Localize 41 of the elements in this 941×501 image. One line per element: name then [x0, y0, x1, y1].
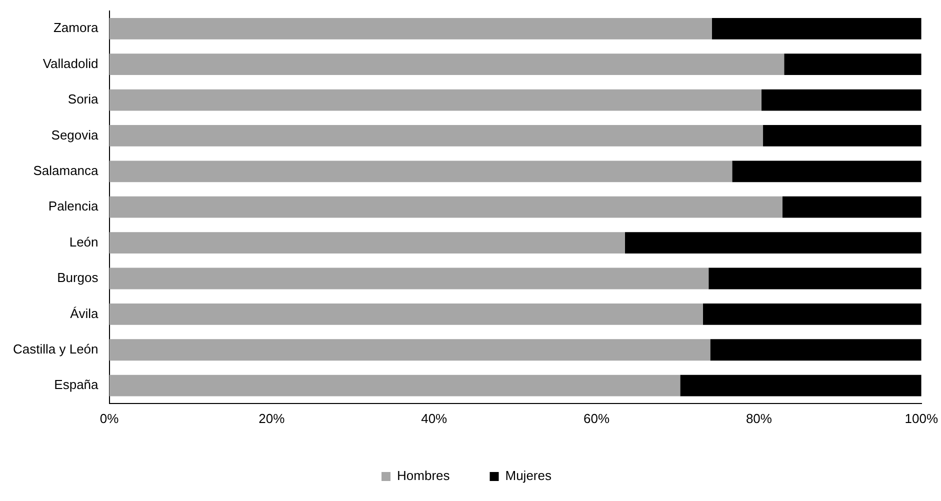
- bar: [109, 339, 710, 361]
- y-tick-label: Palencia: [48, 198, 100, 214]
- bar: [624, 232, 922, 254]
- bar: [782, 196, 922, 218]
- y-tick-label: Castilla y León: [12, 341, 98, 356]
- y-tick-label: Segovia: [51, 127, 100, 142]
- bar: [109, 232, 625, 254]
- bar: [109, 125, 764, 146]
- y-tick-label: Soria: [68, 92, 100, 107]
- bar: [109, 89, 762, 111]
- bar: [763, 125, 922, 146]
- bar: [109, 160, 732, 182]
- y-tick-label: Salamanca: [33, 162, 100, 178]
- bar: [708, 268, 922, 290]
- bar: [784, 54, 922, 76]
- x-tick-label: 100%: [904, 410, 938, 426]
- y-tick-label: Burgos: [57, 270, 99, 286]
- bar: [109, 303, 703, 325]
- bar: [680, 374, 922, 396]
- bar: [761, 89, 922, 111]
- y-tick-label: León: [69, 234, 98, 250]
- x-tick-label: 20%: [258, 410, 286, 426]
- x-tick-label: 0%: [100, 410, 120, 426]
- bar: [109, 268, 709, 290]
- bar: [702, 303, 922, 325]
- bar: [109, 18, 712, 40]
- y-tick-label: Valladolid: [42, 56, 98, 71]
- y-tick-label: España: [54, 377, 100, 392]
- x-tick-label: 40%: [421, 410, 448, 426]
- bar: [109, 374, 680, 396]
- x-tick-label: 80%: [746, 410, 772, 426]
- bar: [710, 339, 922, 361]
- bar: [109, 196, 783, 218]
- x-tick-label: 60%: [584, 410, 610, 426]
- bar: [109, 54, 784, 76]
- y-tick-label: Ávila: [70, 306, 100, 321]
- legend-label: Hombres: [397, 468, 450, 484]
- y-tick-label: Zamora: [53, 20, 100, 36]
- bar: [732, 160, 922, 182]
- bar: [712, 18, 922, 40]
- legend-label: Mujeres: [505, 468, 552, 484]
